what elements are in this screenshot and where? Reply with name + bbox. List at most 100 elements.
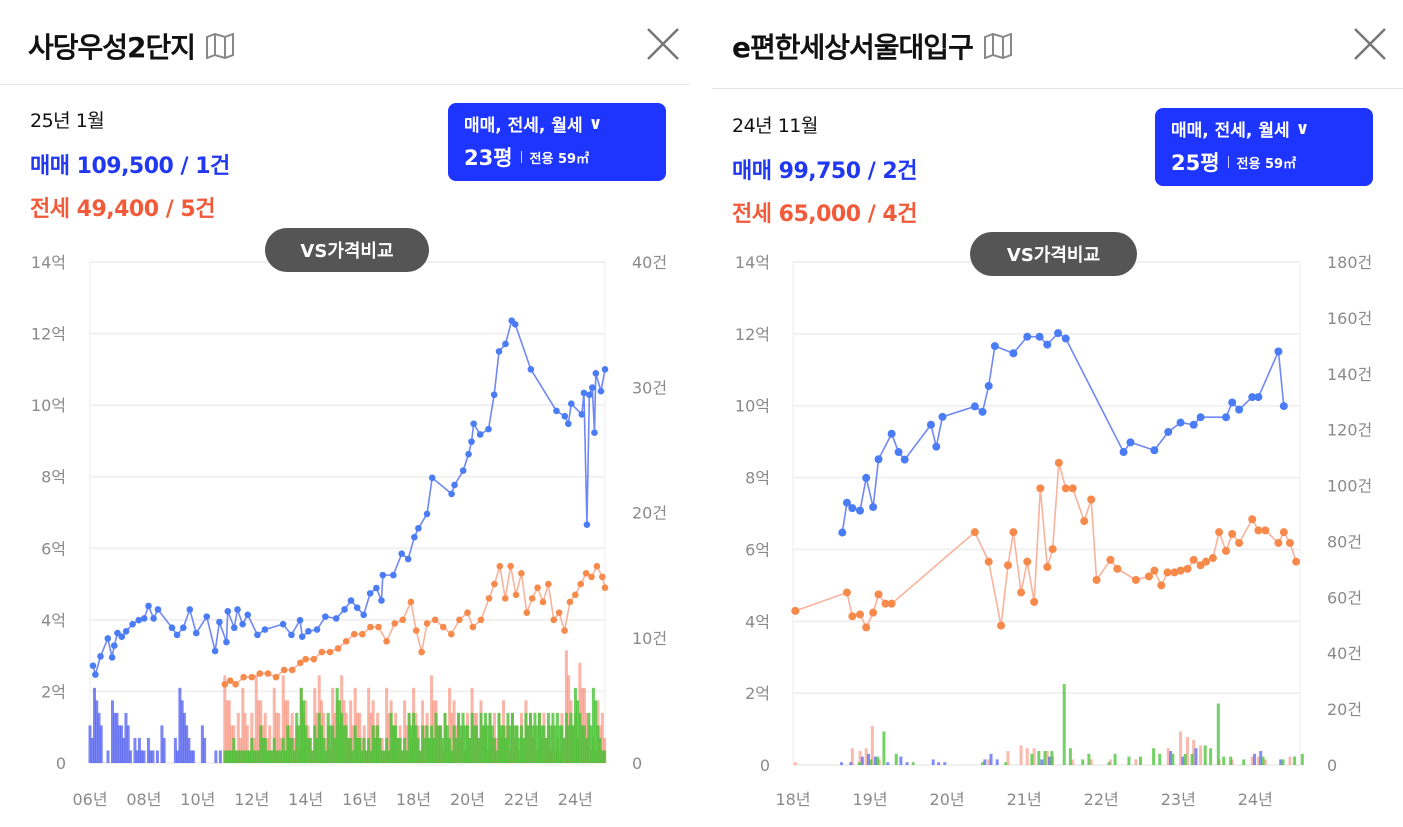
bar-wolse <box>243 750 247 763</box>
bar-wolse <box>549 725 553 763</box>
bar-wolse <box>537 712 541 763</box>
bar-wolse <box>412 712 416 763</box>
bar-wolse <box>876 756 880 765</box>
sale-point <box>192 629 200 637</box>
bar-wolse <box>245 750 249 763</box>
bar-wolse <box>468 737 472 763</box>
bar-wolse <box>1300 753 1304 765</box>
bar-wolse <box>558 725 562 763</box>
map-icon[interactable] <box>205 33 235 59</box>
jeonse-point <box>874 590 883 599</box>
sale-point <box>502 340 509 348</box>
bar-wolse <box>418 750 422 763</box>
bar-jeonse <box>564 650 568 763</box>
jeonse-point <box>507 562 514 570</box>
jeonse-point <box>1254 526 1263 535</box>
bar-jeonse <box>432 700 436 763</box>
bar-wolse <box>331 725 335 763</box>
bar-wolse <box>371 725 375 763</box>
x-tick-label: 21년 <box>1007 790 1042 809</box>
sale-point <box>216 618 223 626</box>
bar-wolse <box>582 725 586 763</box>
bar-wolse <box>340 712 344 763</box>
bar-wolse <box>232 737 236 763</box>
jeonse-point <box>221 680 229 688</box>
jeonse-point <box>1043 563 1052 572</box>
bar-jeonse <box>877 759 881 765</box>
bar-wolse <box>513 725 517 763</box>
bar-wolse <box>283 750 287 763</box>
sale-point <box>211 647 219 655</box>
bar-jeonse <box>369 712 373 763</box>
bar-wolse <box>1222 756 1226 765</box>
bar-wolse <box>894 753 898 765</box>
jeonse-point <box>423 620 431 627</box>
bar-wolse <box>306 737 310 763</box>
bar-wolse <box>297 725 301 763</box>
jeonse-point <box>318 648 326 656</box>
bar-jeonse <box>387 712 391 763</box>
filter-button[interactable]: 매매, 전세, 월세 ∨ 25평 전용 59㎡ <box>1155 108 1373 186</box>
bar-wolse <box>560 725 564 763</box>
jeonse-point <box>593 562 601 570</box>
sale-point <box>1061 334 1070 343</box>
bar-wolse <box>580 725 584 763</box>
bar-wolse <box>531 725 535 763</box>
bar-wolse <box>275 750 279 763</box>
bar-wolse <box>911 762 915 765</box>
sale-point <box>313 626 321 633</box>
bar-jeonse <box>241 687 245 763</box>
bar-sale <box>931 759 935 765</box>
jeonse-point <box>856 610 865 619</box>
selected-date: 25년 1월 <box>30 110 105 132</box>
bar-wolse <box>1229 756 1233 765</box>
sale-point <box>1126 438 1135 447</box>
bar-wolse <box>266 750 270 763</box>
bar-wolse <box>1037 751 1041 765</box>
bar-wolse <box>346 737 350 763</box>
jeonse-point <box>464 609 471 616</box>
jeonse-point <box>545 580 552 588</box>
bar-jeonse <box>385 687 389 763</box>
bar-wolse <box>510 712 514 763</box>
bar-wolse <box>281 737 285 763</box>
filter-button[interactable]: 매매, 전세, 월세 ∨ 23평 전용 59㎡ <box>448 103 666 181</box>
jeonse-point <box>1080 517 1089 526</box>
bar-jeonse <box>275 712 279 763</box>
jeonse-point <box>375 623 382 631</box>
map-icon[interactable] <box>983 33 1013 59</box>
sale-point <box>1222 413 1231 422</box>
close-icon[interactable] <box>645 26 681 62</box>
bar-sale <box>115 712 119 763</box>
bar-wolse <box>1242 759 1246 765</box>
jeonse-line <box>224 564 606 686</box>
bar-jeonse <box>268 725 272 763</box>
vs-compare-button[interactable]: VS가격비교 <box>265 228 429 272</box>
bar-wolse <box>396 737 400 763</box>
bar-wolse <box>322 737 326 763</box>
bar-jeonse <box>281 675 285 763</box>
bar-wolse <box>475 725 479 763</box>
bar-wolse <box>405 750 409 763</box>
close-icon[interactable] <box>1352 26 1388 62</box>
bar-wolse <box>441 737 445 763</box>
vs-compare-button[interactable]: VS가격비교 <box>970 232 1137 276</box>
sale-point <box>404 555 412 563</box>
bar-wolse <box>486 725 490 763</box>
sale-point <box>553 407 560 415</box>
bar-wolse <box>448 737 452 763</box>
bar-jeonse <box>1089 759 1093 765</box>
jeonse-point <box>582 570 590 577</box>
sale-point <box>984 381 993 390</box>
jeonse-point <box>418 648 425 656</box>
jeonse-point <box>1113 564 1122 573</box>
bar-wolse <box>562 737 566 763</box>
bar-wolse <box>490 725 494 763</box>
jeonse-label: 전세 <box>732 202 772 227</box>
bar-wolse <box>373 737 377 763</box>
jeonse-point <box>431 616 439 624</box>
y-tick-label: 8억 <box>745 469 770 488</box>
bar-wolse <box>517 737 521 763</box>
bar-wolse <box>409 725 413 763</box>
bar-wolse <box>272 737 276 763</box>
